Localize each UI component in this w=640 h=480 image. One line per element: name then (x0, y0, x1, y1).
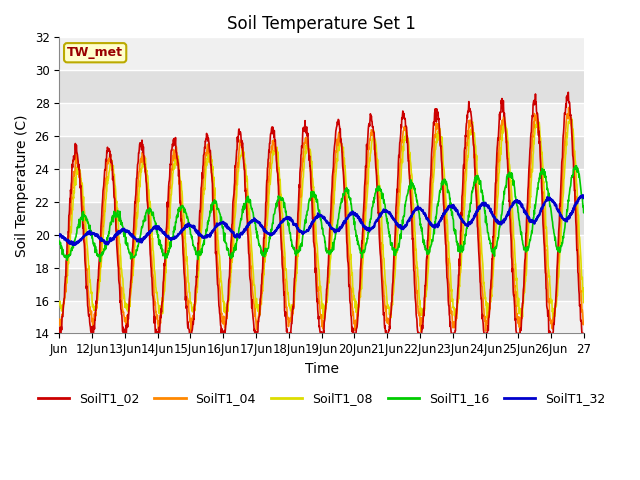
Bar (60, 136, 584, 169)
Bar (60, 37, 584, 70)
Bar (60, 202, 584, 235)
Legend: SoilT1_02, SoilT1_04, SoilT1_08, SoilT1_16, SoilT1_32: SoilT1_02, SoilT1_04, SoilT1_08, SoilT1_… (33, 387, 611, 410)
X-axis label: Time: Time (305, 362, 339, 376)
Bar (60, 103, 584, 136)
Y-axis label: Soil Temperature (C): Soil Temperature (C) (15, 114, 29, 257)
Bar (60, 70, 584, 103)
Title: Soil Temperature Set 1: Soil Temperature Set 1 (227, 15, 416, 33)
Bar (60, 268, 584, 300)
Bar (60, 235, 584, 268)
Bar (60, 300, 584, 334)
Text: TW_met: TW_met (67, 46, 123, 59)
Bar (60, 169, 584, 202)
